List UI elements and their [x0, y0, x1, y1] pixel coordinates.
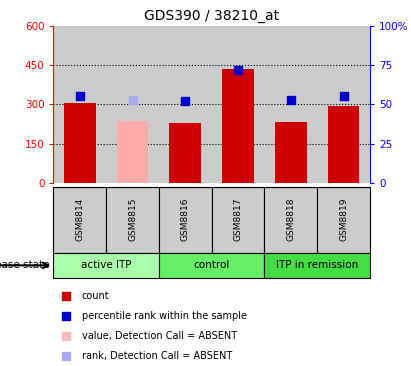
- Text: disease state: disease state: [0, 260, 49, 270]
- Bar: [264, 253, 370, 278]
- Bar: [53, 253, 159, 278]
- Bar: [328, 106, 359, 183]
- Text: value, Detection Call = ABSENT: value, Detection Call = ABSENT: [82, 331, 237, 341]
- Bar: [264, 26, 317, 183]
- Text: ITP in remission: ITP in remission: [276, 260, 358, 270]
- Bar: [169, 123, 201, 183]
- Bar: [106, 26, 159, 183]
- Point: [63, 314, 69, 320]
- Text: active ITP: active ITP: [81, 260, 132, 270]
- Point: [129, 97, 136, 102]
- Point: [76, 93, 83, 99]
- Bar: [159, 253, 264, 278]
- Title: GDS390 / 38210_at: GDS390 / 38210_at: [144, 9, 279, 23]
- Text: control: control: [194, 260, 230, 270]
- Text: GSM8817: GSM8817: [233, 198, 242, 241]
- Point: [287, 97, 294, 102]
- Text: count: count: [82, 291, 110, 301]
- Text: rank, Detection Call = ABSENT: rank, Detection Call = ABSENT: [82, 351, 232, 361]
- Point: [63, 333, 69, 339]
- Bar: [222, 69, 254, 183]
- Text: GSM8818: GSM8818: [286, 198, 295, 241]
- Bar: [159, 26, 212, 183]
- Text: GSM8819: GSM8819: [339, 198, 348, 241]
- Point: [182, 98, 189, 104]
- Text: percentile rank within the sample: percentile rank within the sample: [82, 311, 247, 321]
- Bar: [212, 187, 264, 253]
- Bar: [117, 122, 148, 183]
- Point: [340, 93, 347, 99]
- Bar: [212, 26, 264, 183]
- Bar: [264, 187, 317, 253]
- Bar: [317, 26, 370, 183]
- Text: GSM8815: GSM8815: [128, 198, 137, 241]
- Bar: [53, 26, 106, 183]
- Point: [235, 67, 241, 72]
- Text: GSM8814: GSM8814: [75, 198, 84, 241]
- Bar: [317, 187, 370, 253]
- Point: [63, 353, 69, 359]
- Bar: [159, 187, 212, 253]
- Text: GSM8816: GSM8816: [181, 198, 190, 241]
- Bar: [64, 103, 96, 183]
- Bar: [275, 122, 307, 183]
- Point: [63, 294, 69, 299]
- Bar: [106, 187, 159, 253]
- Bar: [53, 187, 106, 253]
